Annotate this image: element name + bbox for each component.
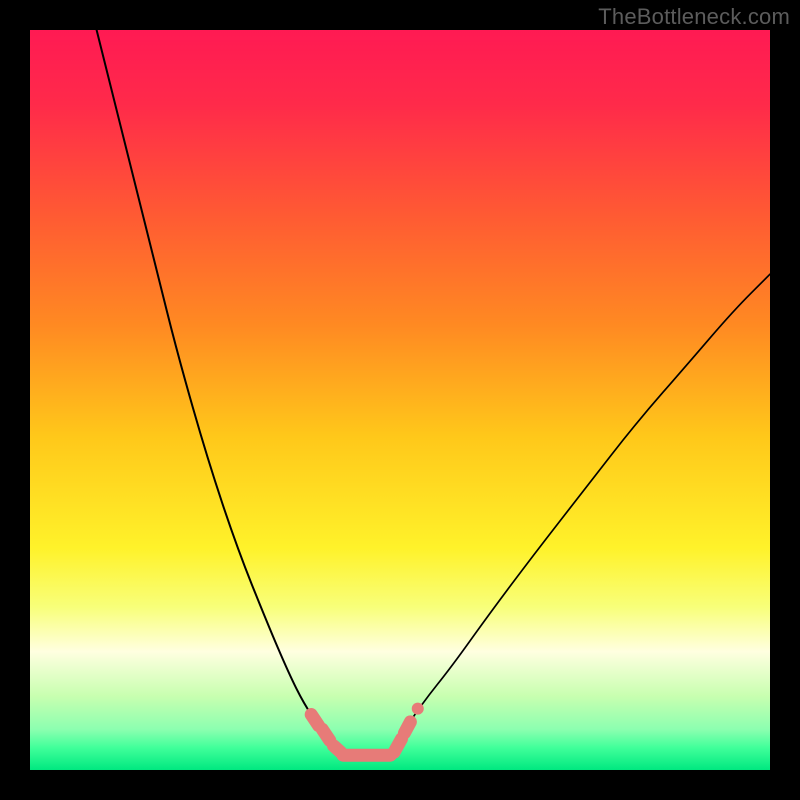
bottleneck-chart (0, 0, 800, 800)
chart-frame: TheBottleneck.com (0, 0, 800, 800)
plot-background (30, 30, 770, 770)
watermark-text: TheBottleneck.com (598, 4, 790, 30)
